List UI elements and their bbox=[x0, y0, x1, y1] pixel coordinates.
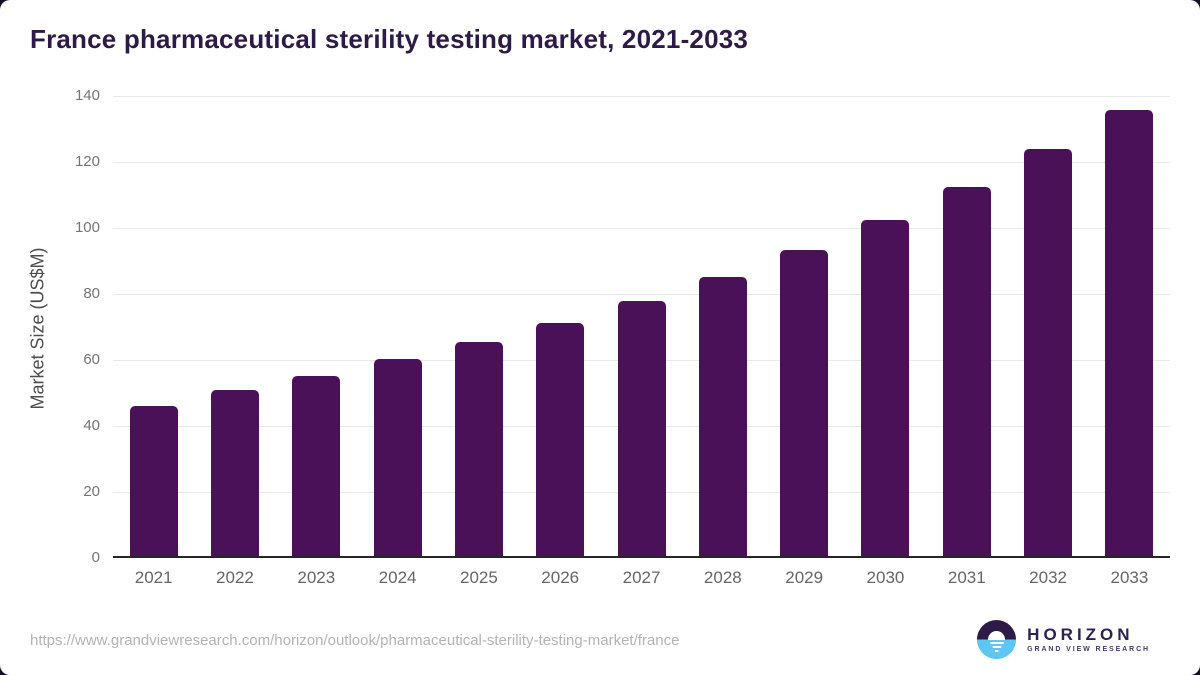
bar-2024 bbox=[373, 359, 422, 556]
bar-2033 bbox=[1105, 109, 1154, 556]
bar-2023 bbox=[292, 375, 341, 556]
x-tick-label-2033: 2033 bbox=[1110, 568, 1149, 587]
bar-band-2024 bbox=[357, 96, 438, 556]
logo-name: HORIZON bbox=[1027, 624, 1134, 644]
gridline-120 bbox=[113, 162, 1170, 163]
bar-band-2026 bbox=[520, 96, 601, 556]
y-tick-label-60: 60 bbox=[83, 351, 100, 368]
x-tick-label-2028: 2028 bbox=[703, 568, 742, 587]
bar-band-2027 bbox=[601, 96, 682, 556]
bars-row bbox=[113, 96, 1170, 556]
bar-2032 bbox=[1024, 149, 1073, 556]
gridline-140 bbox=[113, 96, 1170, 97]
y-tick-label-20: 20 bbox=[83, 483, 100, 500]
x-tick-label-2023: 2023 bbox=[297, 568, 336, 587]
bar-2031 bbox=[942, 186, 991, 556]
x-tick-label-2025: 2025 bbox=[459, 568, 498, 587]
y-tick-label-120: 120 bbox=[74, 153, 100, 170]
bar-2026 bbox=[536, 322, 585, 556]
x-tick-label-2032: 2032 bbox=[1029, 568, 1067, 587]
bar-band-2021 bbox=[113, 96, 194, 556]
bar-2027 bbox=[617, 300, 666, 556]
plot-area bbox=[113, 96, 1170, 558]
horizon-logo: HORIZON GRAND VIEW RESEARCH bbox=[977, 620, 1150, 659]
bar-band-2033 bbox=[1089, 96, 1170, 556]
chart-title: France pharmaceutical sterility testing … bbox=[30, 24, 749, 54]
y-tick-label-40: 40 bbox=[83, 417, 100, 434]
x-tick-label-2031: 2031 bbox=[947, 568, 986, 587]
x-tick-label-2022: 2022 bbox=[216, 568, 254, 587]
x-tick-label-2021: 2021 bbox=[134, 568, 173, 587]
y-tick-label-140: 140 bbox=[74, 87, 100, 104]
bar-band-2030 bbox=[845, 96, 926, 556]
x-tick-label-2026: 2026 bbox=[541, 568, 580, 587]
logo-tagline: GRAND VIEW RESEARCH bbox=[1027, 646, 1150, 654]
x-tick-label-2029: 2029 bbox=[785, 568, 824, 587]
bar-band-2031 bbox=[926, 96, 1007, 556]
bar-2021 bbox=[129, 406, 178, 556]
bar-2025 bbox=[454, 341, 503, 556]
source-url: https://www.grandviewresearch.com/horizo… bbox=[30, 632, 680, 649]
bar-band-2032 bbox=[1007, 96, 1088, 556]
logo-text: HORIZON GRAND VIEW RESEARCH bbox=[1027, 624, 1150, 654]
sea-icon bbox=[977, 639, 1017, 659]
bar-band-2023 bbox=[276, 96, 357, 556]
gridline-100 bbox=[113, 228, 1170, 229]
bar-band-2029 bbox=[764, 96, 845, 556]
bar-2022 bbox=[210, 390, 259, 556]
y-tick-label-80: 80 bbox=[83, 285, 100, 302]
bar-band-2025 bbox=[438, 96, 519, 556]
horizon-logo-icon bbox=[977, 620, 1017, 659]
bar-2029 bbox=[780, 250, 829, 556]
x-tick-label-2027: 2027 bbox=[622, 568, 661, 587]
x-tick-label-2030: 2030 bbox=[866, 568, 905, 587]
y-tick-label-100: 100 bbox=[74, 219, 100, 236]
x-tick-label-2024: 2024 bbox=[378, 568, 417, 587]
bar-band-2022 bbox=[194, 96, 275, 556]
bar-2028 bbox=[698, 276, 747, 556]
x-axis-tick-labels: 2021 2022 2023 2024 2025 2026 2027 2028 2029 2030… bbox=[113, 568, 1170, 588]
y-axis-tick-labels: 0 20 40 60 80 100 120 140 bbox=[0, 0, 100, 675]
gridline-80 bbox=[113, 294, 1170, 295]
y-tick-label-0: 0 bbox=[91, 549, 100, 566]
bar-band-2028 bbox=[682, 96, 763, 556]
bar-2030 bbox=[861, 220, 910, 556]
